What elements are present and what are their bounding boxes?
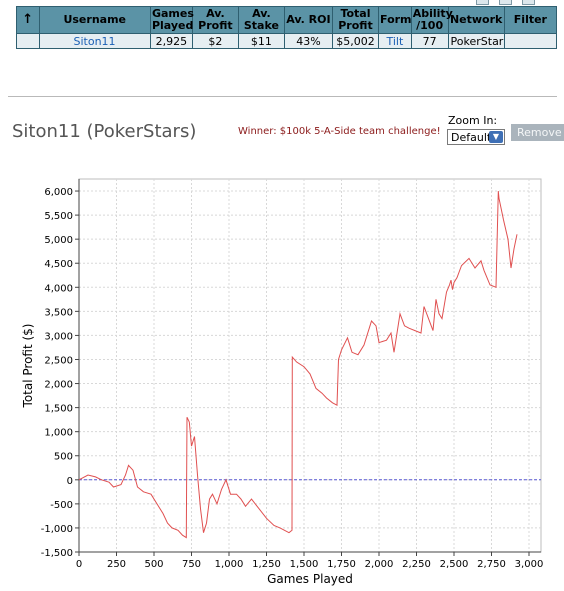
profit-series-line	[78, 190, 518, 539]
y-tick-label: 1,000	[44, 428, 73, 439]
x-tick-label: 750	[182, 559, 201, 570]
toolbar-icons	[476, 0, 564, 5]
form-link[interactable]: Tilt	[386, 34, 404, 48]
y-tick-label: 0	[67, 476, 73, 487]
y-tick-label: 4,000	[44, 283, 73, 294]
x-tick-label: 2,250	[402, 559, 431, 570]
col-network[interactable]: Network	[447, 6, 505, 34]
col-filter[interactable]: Filter	[503, 6, 558, 34]
player-stats-table: ↑ Username Games Played Av. Profit Av. S…	[16, 6, 558, 49]
y-tick-label: 5,000	[44, 235, 73, 246]
x-tick-label: 1,750	[327, 559, 356, 570]
y-tick-label: 5,500	[44, 211, 73, 222]
col-av-profit[interactable]: Av. Profit	[191, 6, 239, 34]
winner-notice: Winner: $100k 5-A-Side team challenge!	[238, 126, 441, 137]
y-tick-label: 3,000	[44, 331, 73, 342]
x-tick-label: 2,750	[477, 559, 506, 570]
cell-network: PokerStars	[447, 33, 505, 49]
cell-av-roi: 43%	[283, 33, 333, 49]
x-tick-label: 3,000	[515, 559, 544, 570]
x-tick-label: 250	[107, 559, 126, 570]
y-tick-label: -500	[50, 500, 73, 511]
page-title: Siton11 (PokerStars)	[12, 121, 197, 142]
y-tick-label: 3,500	[44, 307, 73, 318]
username-link[interactable]: Siton11	[73, 34, 116, 48]
x-tick-label: 1,000	[215, 559, 244, 570]
y-tick-label: -1,500	[41, 548, 73, 559]
col-username[interactable]: Username	[38, 6, 151, 34]
y-tick-label: 2,500	[44, 355, 73, 366]
table-row: Siton11 2,925 $2 $11 43% $5,002 Tilt 77 …	[16, 33, 558, 49]
cell-games-played: 2,925	[149, 33, 193, 49]
cell-av-profit: $2	[191, 33, 239, 49]
col-av-stake[interactable]: Av. Stake	[237, 6, 285, 34]
cell-rank	[16, 33, 40, 49]
y-tick-label: 500	[54, 452, 73, 463]
x-tick-label: 0	[76, 559, 82, 570]
zoom-selected-value: Default	[451, 131, 492, 144]
y-tick-label: 1,500	[44, 404, 73, 415]
zoom-select[interactable]: Default ▼	[447, 129, 505, 145]
col-games-played[interactable]: Games Played	[149, 6, 194, 34]
x-tick-label: 2,500	[440, 559, 469, 570]
col-av-roi[interactable]: Av. ROI	[283, 6, 333, 34]
y-tick-label: 2,000	[44, 380, 73, 391]
y-tick-label: -1,000	[41, 524, 73, 535]
zoom-label: Zoom In:	[448, 114, 498, 127]
y-tick-label: 6,000	[44, 187, 73, 198]
cell-total-profit: $5,002	[331, 33, 380, 49]
export-icon[interactable]	[476, 0, 489, 5]
chart-icon[interactable]	[499, 0, 512, 5]
col-ability[interactable]: Ability /100	[410, 6, 453, 34]
y-axis-label: Total Profit ($)	[21, 324, 35, 409]
remove-button[interactable]: Remove	[511, 124, 564, 141]
section-divider	[8, 96, 557, 97]
table-header-row: ↑ Username Games Played Av. Profit Av. S…	[16, 6, 558, 34]
x-tick-label: 1,500	[290, 559, 319, 570]
x-axis-label: Games Played	[267, 572, 353, 586]
cell-ability: 77	[410, 33, 449, 49]
cell-form: Tilt	[378, 33, 412, 49]
col-form[interactable]: Form	[378, 6, 412, 34]
x-tick-label: 2,000	[365, 559, 394, 570]
sort-arrow-icon[interactable]: ↑	[16, 6, 40, 34]
col-total-profit[interactable]: Total Profit	[331, 6, 380, 34]
cell-filter[interactable]	[503, 33, 558, 49]
chevron-down-icon[interactable]: ▼	[489, 131, 503, 143]
x-tick-label: 1,250	[252, 559, 281, 570]
x-tick-label: 500	[144, 559, 163, 570]
cell-av-stake: $11	[237, 33, 285, 49]
plot-area	[78, 178, 542, 553]
refresh-icon[interactable]	[522, 0, 535, 5]
cell-username: Siton11	[38, 33, 151, 49]
y-tick-label: 4,500	[44, 259, 73, 270]
profit-chart: 0 250 500 750 1,000 1,250 1,500 1,750 2,000 2,250…	[21, 178, 544, 586]
